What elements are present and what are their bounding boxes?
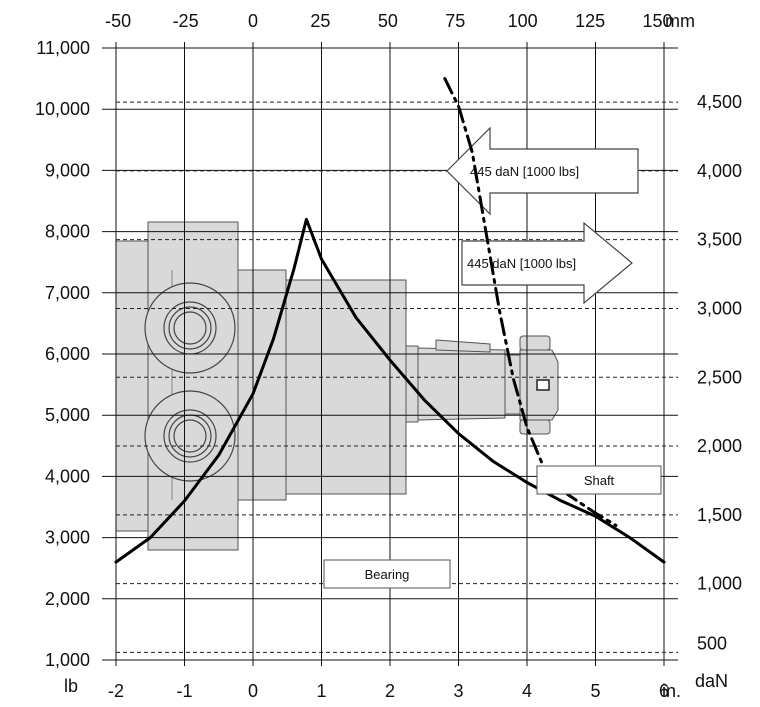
x-tick-mm-3: 25 [310, 11, 330, 31]
force-arrow-left-label: 445 daN [1000 lbs] [470, 164, 579, 179]
legend-shaft-label: Shaft [584, 473, 615, 488]
x-tick-mm-8: 150 [643, 11, 673, 31]
x-axis-label-inch: in. [662, 681, 681, 701]
legend-bearing: Bearing [323, 559, 451, 589]
x-tick-inch-3: 1 [316, 681, 326, 701]
y-tick-lb-5: 6,000 [45, 344, 90, 364]
y-tick-lb-10: 11,000 [36, 38, 90, 58]
y-tick-dan-3: 2,000 [697, 436, 742, 456]
curves [114, 77, 666, 564]
legend-shaft: Shaft [536, 465, 662, 495]
x-tick-labels-mm: -50 -25 0 25 50 75 100 125 150 [105, 11, 672, 31]
x-tick-inch-0: -2 [108, 681, 124, 701]
x-tick-inch-6: 4 [522, 681, 532, 701]
port-upper [144, 282, 236, 374]
y-tick-dan-0: 500 [697, 633, 727, 653]
x-tick-inch-2: 0 [248, 681, 258, 701]
x-axis-label-mm: mm [665, 11, 695, 31]
x-tick-inch-4: 2 [385, 681, 395, 701]
y-tick-lb-0: 1,000 [45, 650, 90, 670]
y-tick-labels-dan: 500 1,000 1,500 2,000 2,500 3,000 3,500 4,000 4,… [697, 92, 742, 653]
legend-bearing-label: Bearing [365, 567, 410, 582]
y-tick-dan-6: 3,500 [697, 230, 742, 250]
force-arrow-left: 445 daN [1000 lbs] [446, 126, 639, 216]
y-tick-dan-7: 4,000 [697, 161, 742, 181]
y-tick-lb-3: 4,000 [45, 466, 90, 486]
series-line-bearing [114, 217, 666, 564]
y-tick-dan-5: 3,000 [697, 298, 742, 318]
x-tick-labels-inch: -2 -1 0 1 2 3 4 5 6 [108, 681, 669, 701]
x-tick-mm-0: -50 [105, 11, 131, 31]
y-tick-labels-lb: 1,000 2,000 3,000 4,000 5,000 6,000 7,000 8,000… [35, 38, 90, 670]
force-arrow-right: 445 daN [1000 lbs] [461, 221, 633, 305]
y-tick-lb-1: 2,000 [45, 589, 90, 609]
dan-grid [116, 101, 678, 653]
x-tick-mm-4: 50 [378, 11, 398, 31]
y-tick-dan-1: 1,000 [697, 574, 742, 594]
x-tick-inch-7: 5 [590, 681, 600, 701]
x-tick-mm-2: 0 [248, 11, 258, 31]
x-tick-mm-1: -25 [173, 11, 199, 31]
x-tick-inch-5: 3 [453, 681, 463, 701]
x-tick-mm-5: 75 [445, 11, 465, 31]
y-tick-dan-4: 2,500 [697, 367, 742, 387]
y-tick-dan-2: 1,500 [697, 505, 742, 525]
motor-silhouette [115, 221, 559, 551]
y-axis-label-dan: daN [695, 671, 728, 691]
x-tick-inch-1: -1 [176, 681, 192, 701]
y-tick-lb-4: 5,000 [45, 405, 90, 425]
y-tick-lb-7: 8,000 [45, 222, 90, 242]
x-tick-inch-8: 6 [659, 681, 669, 701]
force-arrow-right-label: 445 daN [1000 lbs] [467, 256, 576, 271]
y-tick-lb-2: 3,000 [45, 528, 90, 548]
port-lower [144, 390, 236, 482]
series-line-shaft [443, 77, 618, 527]
x-tick-mm-7: 125 [575, 11, 605, 31]
y-axis-label-lb: lb [64, 676, 78, 696]
y-tick-lb-9: 10,000 [35, 99, 90, 119]
y-tick-dan-8: 4,500 [697, 92, 742, 112]
y-tick-lb-8: 9,000 [45, 160, 90, 180]
y-tick-lb-6: 7,000 [45, 283, 90, 303]
x-tick-mm-6: 100 [508, 11, 538, 31]
